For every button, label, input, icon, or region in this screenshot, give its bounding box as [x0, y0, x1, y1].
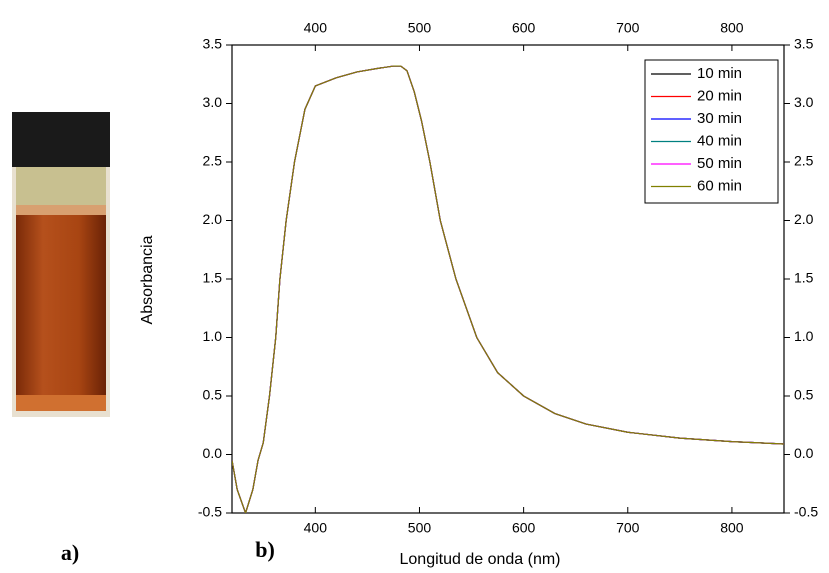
y-tick-label: 0.5 [203, 387, 223, 403]
x-tick-label: 600 [512, 520, 536, 536]
y-tick-label: 2.0 [794, 211, 814, 227]
x-tick-label: 400 [304, 520, 328, 536]
y-tick-label: 0.0 [203, 445, 223, 461]
legend-label: 30 min [697, 110, 742, 127]
x-tick-label: 400 [304, 20, 328, 36]
x-axis-label: Longitud de onda (nm) [400, 551, 561, 568]
x-tick-label: 700 [616, 520, 640, 536]
y-tick-label: 2.5 [203, 153, 223, 169]
x-tick-label: 700 [616, 20, 640, 36]
y-tick-label: 2.0 [203, 211, 223, 227]
y-tick-label: -0.5 [794, 504, 818, 520]
y-tick-label: 2.5 [794, 153, 814, 169]
legend-label: 50 min [697, 155, 742, 172]
y-tick-label: 3.0 [203, 94, 223, 110]
legend-label: 60 min [697, 177, 742, 194]
y-tick-label: 0.0 [794, 445, 814, 461]
y-tick-label: 1.0 [203, 328, 223, 344]
y-tick-label: 3.5 [203, 36, 223, 52]
legend-label: 20 min [697, 87, 742, 104]
series-line [232, 65, 784, 513]
y-tick-label: 1.5 [203, 270, 223, 286]
plot-area [232, 65, 784, 513]
y-tick-label: 3.0 [794, 94, 814, 110]
panel-label: b) [255, 537, 275, 562]
x-tick-label: 800 [720, 20, 744, 36]
legend-box [644, 59, 779, 204]
y-tick-label: 0.5 [794, 387, 814, 403]
y-tick-label: 3.5 [794, 36, 814, 52]
y-tick-label: 1.5 [794, 270, 814, 286]
panel-label: a) [61, 540, 79, 565]
x-tick-label: 500 [408, 20, 432, 36]
vial-photo [12, 112, 110, 417]
legend-label: 10 min [697, 65, 742, 82]
x-tick-label: 500 [408, 520, 432, 536]
x-tick-label: 600 [512, 20, 536, 36]
y-axis-label: Absorbancia [139, 235, 156, 324]
y-tick-label: -0.5 [198, 504, 222, 520]
legend-label: 40 min [697, 132, 742, 149]
x-tick-label: 800 [720, 520, 744, 536]
y-tick-label: 1.0 [794, 328, 814, 344]
